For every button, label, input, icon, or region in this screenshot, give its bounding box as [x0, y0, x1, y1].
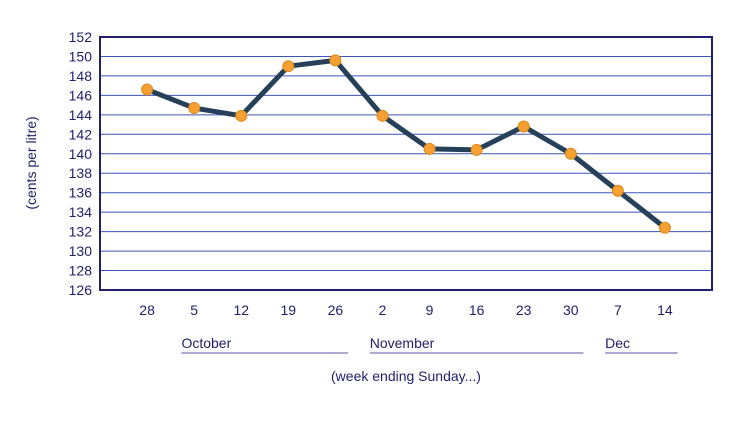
x-tick-label: 2: [379, 302, 387, 318]
y-axis-label: (cents per litre): [23, 116, 39, 209]
x-tick-label: 28: [139, 302, 155, 318]
y-tick-label: 144: [69, 107, 93, 123]
data-point: [282, 60, 295, 73]
data-markers: [141, 54, 671, 234]
data-point: [329, 54, 342, 67]
y-tick-label: 126: [69, 282, 93, 298]
data-point: [235, 109, 248, 122]
gridlines: [100, 55, 712, 272]
x-tick-label: 14: [657, 302, 673, 318]
data-point: [141, 83, 154, 96]
y-tick-label: 142: [69, 126, 93, 142]
month-label: Dec: [605, 335, 630, 351]
y-tick-label: 150: [69, 48, 93, 64]
data-point: [611, 184, 624, 197]
x-tick-label: 19: [281, 302, 297, 318]
y-tick-label: 152: [69, 29, 93, 45]
x-tick-label: 30: [563, 302, 579, 318]
x-tick-label: 16: [469, 302, 485, 318]
y-tick-label: 134: [69, 204, 93, 220]
y-tick-label: 148: [69, 68, 93, 84]
series-line: [144, 57, 668, 231]
x-tick-label: 9: [426, 302, 434, 318]
y-tick-label: 138: [69, 165, 93, 181]
x-tick-label: 12: [233, 302, 249, 318]
x-axis-ticks: 28 5 12 19 26 2 9 16 23 30 7 14: [139, 302, 673, 318]
month-label: November: [370, 335, 435, 351]
y-tick-label: 140: [69, 146, 93, 162]
y-tick-label: 130: [69, 243, 93, 259]
data-point: [470, 143, 483, 156]
month-label: October: [181, 335, 231, 351]
y-tick-label: 128: [69, 263, 93, 279]
y-tick-label: 146: [69, 87, 93, 103]
x-tick-label: 26: [328, 302, 344, 318]
x-tick-label: 23: [516, 302, 532, 318]
x-tick-label: 7: [614, 302, 622, 318]
month-groups: October November Dec: [181, 335, 678, 354]
y-tick-label: 136: [69, 185, 93, 201]
data-point: [658, 221, 671, 234]
x-tick-label: 5: [190, 302, 198, 318]
data-point: [564, 147, 577, 160]
data-point: [188, 102, 201, 115]
y-tick-label: 132: [69, 224, 93, 240]
plot-frame: [99, 36, 713, 291]
x-axis-label: (week ending Sunday...): [331, 368, 481, 384]
y-axis-ticks: 126 128 130 132 134 136 138 140 142 144 146 148 150 1…: [69, 29, 93, 298]
data-point: [423, 142, 436, 155]
data-point: [517, 120, 530, 133]
data-point: [376, 109, 389, 122]
